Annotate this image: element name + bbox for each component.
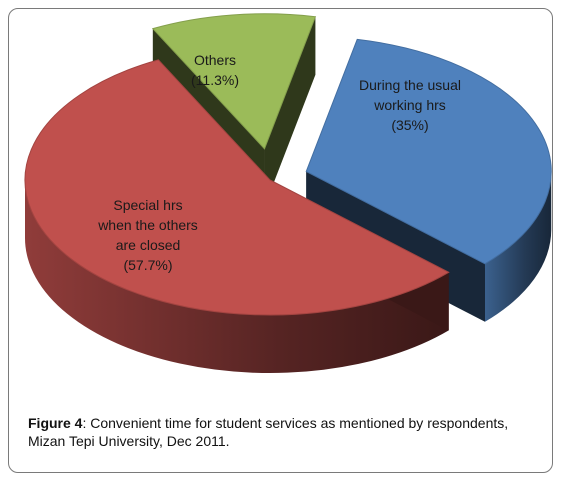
pie-labels: During the usual working hrs (35%) Special …	[97, 52, 461, 273]
pie-slice-2	[151, 13, 317, 150]
figure-caption: Figure 4: Convenient time for student se…	[28, 414, 548, 450]
pie-slice-1	[24, 59, 450, 316]
pie-chart: During the usual working hrs (35%) Special …	[24, 13, 552, 373]
pie-slice-label-0: During the usual working hrs (35%)	[359, 77, 461, 133]
pie-slice-0	[305, 38, 552, 265]
pie-slice-side-0	[484, 171, 552, 322]
pie-slice-edge-2-1	[264, 16, 316, 207]
figure-caption-label: Figure 4	[28, 415, 83, 431]
figure-caption-text: : Convenient time for student services a…	[28, 415, 509, 449]
pie-slice-label-1: Special hrs when the others are closed (57.…	[97, 197, 198, 273]
pie-slice-label-2: Others (11.3%)	[191, 52, 239, 88]
pie-tops	[24, 13, 552, 316]
pie-slice-side-1	[25, 180, 449, 373]
